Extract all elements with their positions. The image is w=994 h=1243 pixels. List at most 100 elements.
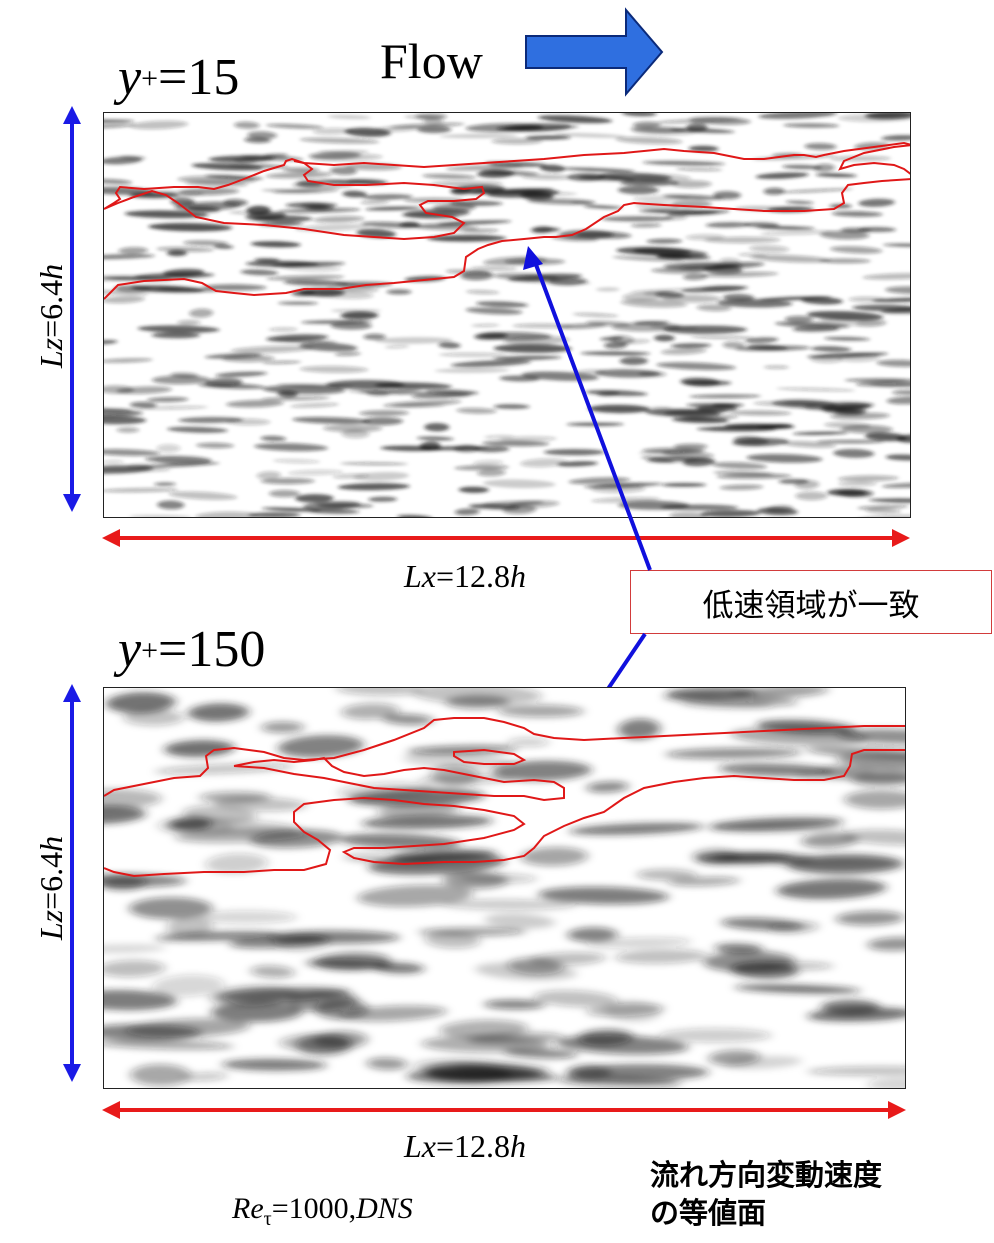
streak-mark [864, 432, 908, 442]
streak-mark [158, 286, 218, 292]
streak-mark [234, 121, 260, 129]
re-sub: τ [263, 1208, 272, 1230]
streak-mark [116, 427, 140, 433]
streak-mark [361, 417, 404, 426]
streak-mark [342, 854, 437, 865]
streak-mark [475, 962, 577, 981]
streak-mark [365, 206, 421, 211]
streak-mark [656, 254, 711, 260]
streak-mark [261, 507, 322, 512]
streak-mark [215, 371, 268, 377]
streak-mark [580, 351, 651, 356]
streak-mark [670, 343, 712, 348]
streak-mark [543, 449, 605, 456]
streak-mark [483, 479, 556, 489]
streak-mark [363, 333, 386, 340]
streak-mark [704, 236, 781, 244]
streak-mark [113, 284, 151, 292]
streak-mark [168, 817, 213, 831]
streak-mark [520, 847, 588, 866]
streak-mark [508, 500, 560, 508]
streak-mark [572, 313, 619, 317]
streak-mark [781, 441, 837, 448]
streak-mark [820, 403, 871, 411]
streak-mark [885, 286, 910, 295]
streak-mark [683, 380, 732, 386]
streak-mark [753, 401, 818, 406]
streak-mark [538, 115, 613, 124]
streak-mark [585, 389, 648, 397]
streak-mark [883, 243, 910, 247]
streak-mark [689, 394, 762, 399]
streak-mark [722, 1056, 802, 1070]
streak-mark [392, 403, 445, 408]
streak-mark [603, 1000, 661, 1022]
streak-mark [661, 483, 707, 487]
streak-mark [857, 226, 896, 233]
streak-mark [816, 440, 885, 444]
streak-mark [425, 1069, 558, 1082]
streak-mark [298, 288, 345, 297]
streak-mark [333, 282, 357, 286]
streak-mark [461, 228, 500, 233]
streak-mark [719, 484, 764, 491]
bottom-contour-outline [104, 717, 905, 878]
streak-mark [186, 205, 221, 213]
streak-mark [618, 185, 659, 195]
streak-mark [178, 187, 239, 196]
streak-mark [124, 210, 209, 219]
streak-mark [148, 223, 233, 232]
streak-mark [429, 181, 503, 187]
streak-mark [778, 478, 809, 484]
streak-mark [198, 383, 266, 389]
streak-mark [482, 440, 550, 447]
streak-mark [575, 369, 606, 375]
streak-mark [468, 504, 520, 510]
streak-mark [330, 166, 358, 175]
streak-mark [685, 234, 725, 241]
top-title-sup: + [141, 62, 159, 95]
streak-mark [583, 205, 623, 209]
streak-mark [399, 221, 420, 228]
streak-mark [272, 188, 339, 194]
streak-mark [266, 123, 324, 129]
streak-mark [735, 345, 811, 351]
streak-mark [154, 763, 295, 775]
streak-mark [401, 212, 458, 220]
streak-mark [318, 150, 369, 154]
streak-mark [104, 989, 177, 1011]
streak-mark [327, 114, 371, 120]
streak-mark [300, 202, 329, 210]
streak-mark [672, 417, 729, 424]
streak-mark [786, 854, 904, 875]
bottom-lz-label: Lz=6.4h [33, 803, 73, 973]
streak-mark [569, 1064, 709, 1081]
streak-mark [104, 1039, 234, 1050]
top-streak-panel [103, 112, 911, 518]
streak-mark [362, 194, 413, 200]
streak-mark [104, 156, 143, 165]
streak-mark [792, 431, 848, 435]
streak-mark [211, 1001, 303, 1023]
streak-mark [688, 145, 719, 152]
streak-mark [460, 271, 494, 281]
streak-mark [308, 151, 361, 160]
streak-mark [157, 500, 185, 510]
streak-mark [360, 200, 390, 204]
streak-mark [477, 469, 506, 477]
streak-mark [567, 927, 618, 942]
streak-mark [266, 334, 329, 342]
streak-mark [130, 1064, 191, 1086]
streak-mark [838, 475, 899, 482]
streak-mark [213, 244, 234, 249]
streak-mark [265, 172, 333, 179]
top-lx-value: =12.8 [436, 558, 511, 594]
streak-mark [313, 216, 365, 223]
streak-mark [187, 703, 249, 722]
streak-mark [760, 230, 833, 236]
re-var: Re [232, 1192, 264, 1225]
streak-mark [341, 429, 370, 439]
streak-mark [619, 356, 648, 366]
bottom-lx-var: Lx [404, 1128, 436, 1164]
top-contour-outline [104, 157, 486, 241]
